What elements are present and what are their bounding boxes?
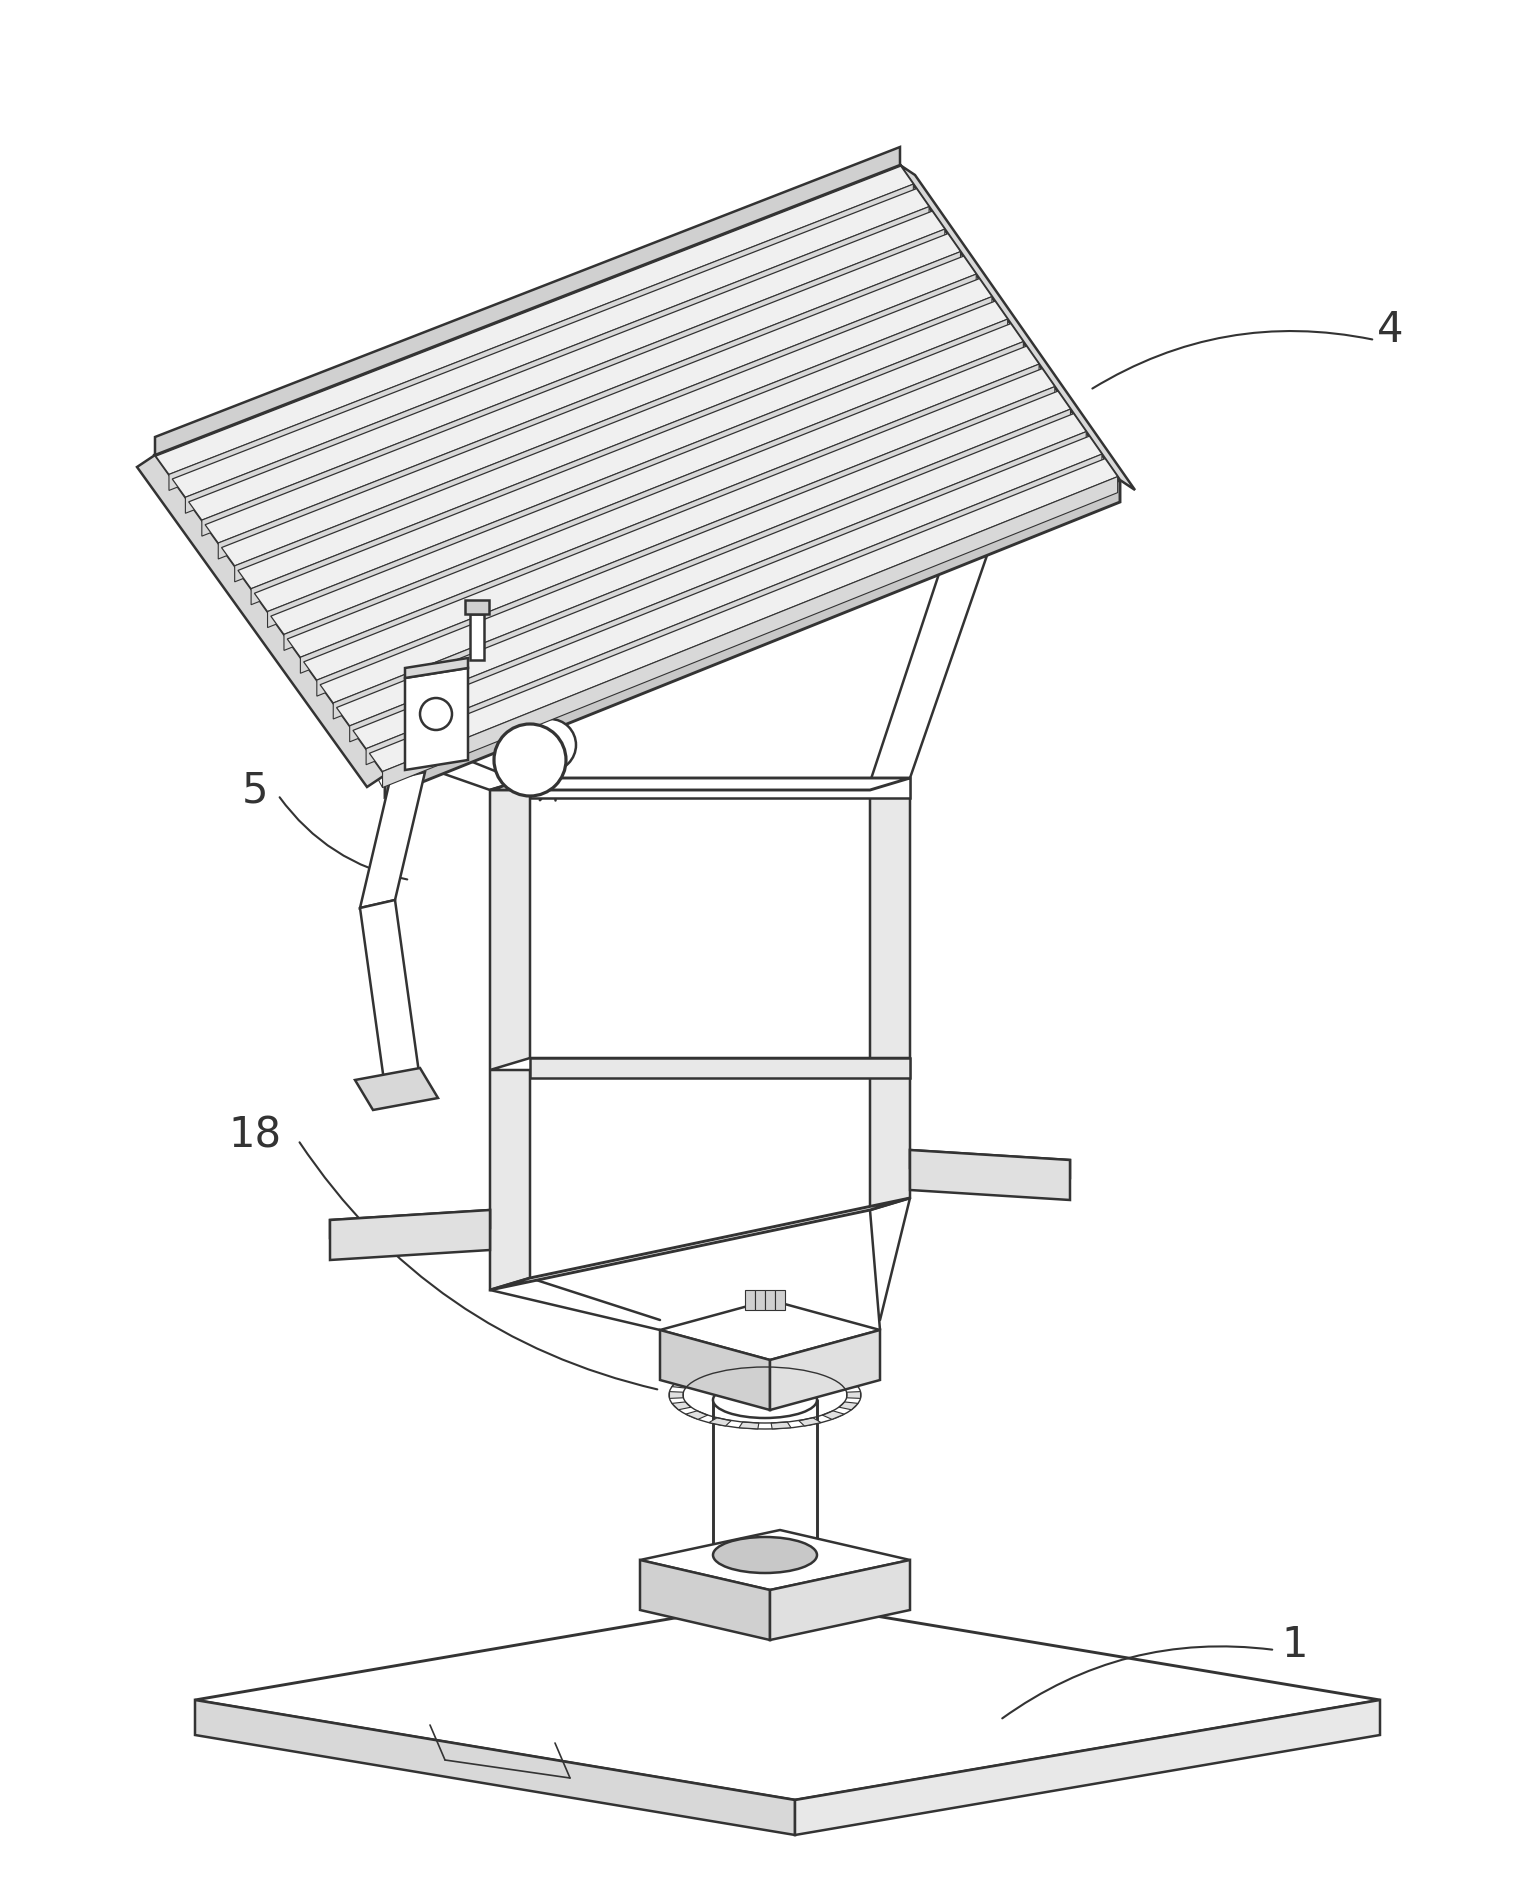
Polygon shape bbox=[205, 233, 960, 543]
Polygon shape bbox=[490, 778, 530, 1291]
Polygon shape bbox=[331, 1210, 490, 1238]
Polygon shape bbox=[672, 1381, 690, 1389]
Polygon shape bbox=[303, 368, 1055, 680]
Polygon shape bbox=[799, 1364, 821, 1372]
Polygon shape bbox=[337, 413, 1085, 725]
Polygon shape bbox=[490, 1199, 909, 1291]
Polygon shape bbox=[686, 1370, 707, 1379]
Text: 5: 5 bbox=[242, 769, 268, 812]
Polygon shape bbox=[202, 229, 945, 536]
Polygon shape bbox=[672, 1402, 690, 1409]
Polygon shape bbox=[660, 1330, 770, 1409]
Text: 4: 4 bbox=[1376, 308, 1404, 351]
Text: 1: 1 bbox=[1281, 1623, 1309, 1667]
Ellipse shape bbox=[713, 1381, 818, 1419]
Polygon shape bbox=[909, 1150, 1070, 1178]
Polygon shape bbox=[406, 658, 468, 678]
Polygon shape bbox=[237, 278, 992, 588]
Polygon shape bbox=[640, 1530, 909, 1590]
Polygon shape bbox=[194, 1601, 1379, 1800]
Polygon shape bbox=[320, 391, 1070, 703]
Polygon shape bbox=[317, 387, 1055, 695]
Text: 18: 18 bbox=[228, 1114, 282, 1156]
Polygon shape bbox=[766, 1291, 775, 1310]
Polygon shape bbox=[155, 147, 900, 455]
Polygon shape bbox=[770, 1560, 909, 1640]
Polygon shape bbox=[155, 165, 1121, 774]
Polygon shape bbox=[686, 1411, 707, 1419]
Polygon shape bbox=[709, 1419, 732, 1426]
Polygon shape bbox=[222, 256, 977, 566]
Polygon shape bbox=[349, 432, 1085, 742]
Polygon shape bbox=[360, 900, 419, 1088]
Polygon shape bbox=[909, 1150, 1070, 1201]
Polygon shape bbox=[795, 1700, 1379, 1836]
Polygon shape bbox=[839, 1381, 857, 1389]
Polygon shape bbox=[334, 410, 1070, 720]
Ellipse shape bbox=[495, 723, 566, 797]
Text: 6: 6 bbox=[242, 594, 268, 635]
Polygon shape bbox=[900, 165, 1134, 490]
Polygon shape bbox=[173, 188, 929, 498]
Polygon shape bbox=[799, 1419, 821, 1426]
Polygon shape bbox=[366, 455, 1102, 765]
Polygon shape bbox=[254, 301, 1007, 611]
Polygon shape bbox=[847, 1392, 860, 1398]
Polygon shape bbox=[530, 778, 909, 799]
Ellipse shape bbox=[524, 720, 576, 770]
Polygon shape bbox=[770, 1330, 880, 1409]
Polygon shape bbox=[739, 1360, 759, 1368]
Polygon shape bbox=[470, 614, 484, 660]
Polygon shape bbox=[775, 1291, 785, 1310]
Polygon shape bbox=[870, 778, 909, 1210]
Polygon shape bbox=[772, 1422, 792, 1428]
Polygon shape bbox=[660, 1300, 880, 1360]
Polygon shape bbox=[746, 1291, 755, 1310]
Polygon shape bbox=[136, 455, 384, 787]
Polygon shape bbox=[640, 1560, 770, 1640]
Polygon shape bbox=[300, 365, 1040, 673]
Circle shape bbox=[419, 697, 452, 731]
Polygon shape bbox=[234, 274, 977, 582]
Polygon shape bbox=[251, 297, 992, 605]
Polygon shape bbox=[156, 165, 914, 474]
Polygon shape bbox=[383, 477, 1118, 787]
Polygon shape bbox=[168, 184, 914, 490]
Polygon shape bbox=[490, 1058, 909, 1069]
Polygon shape bbox=[465, 599, 488, 614]
Polygon shape bbox=[490, 778, 909, 789]
Polygon shape bbox=[185, 207, 929, 513]
Polygon shape bbox=[709, 1364, 732, 1372]
Polygon shape bbox=[271, 323, 1023, 635]
Polygon shape bbox=[283, 342, 1023, 650]
Polygon shape bbox=[331, 1210, 490, 1261]
Polygon shape bbox=[369, 458, 1118, 772]
Polygon shape bbox=[669, 1392, 683, 1398]
Polygon shape bbox=[772, 1360, 792, 1368]
Polygon shape bbox=[839, 1402, 857, 1409]
Polygon shape bbox=[188, 210, 945, 520]
Polygon shape bbox=[406, 669, 468, 770]
Polygon shape bbox=[288, 346, 1040, 658]
Polygon shape bbox=[739, 1422, 759, 1428]
Ellipse shape bbox=[713, 1537, 818, 1573]
Polygon shape bbox=[219, 252, 960, 558]
Polygon shape bbox=[755, 1291, 766, 1310]
Polygon shape bbox=[355, 1067, 438, 1110]
Polygon shape bbox=[822, 1411, 844, 1419]
Polygon shape bbox=[194, 1700, 795, 1836]
Polygon shape bbox=[360, 772, 426, 908]
Polygon shape bbox=[822, 1370, 844, 1379]
Polygon shape bbox=[354, 436, 1102, 748]
Polygon shape bbox=[268, 319, 1007, 628]
Polygon shape bbox=[530, 1058, 909, 1079]
Polygon shape bbox=[384, 479, 1121, 797]
